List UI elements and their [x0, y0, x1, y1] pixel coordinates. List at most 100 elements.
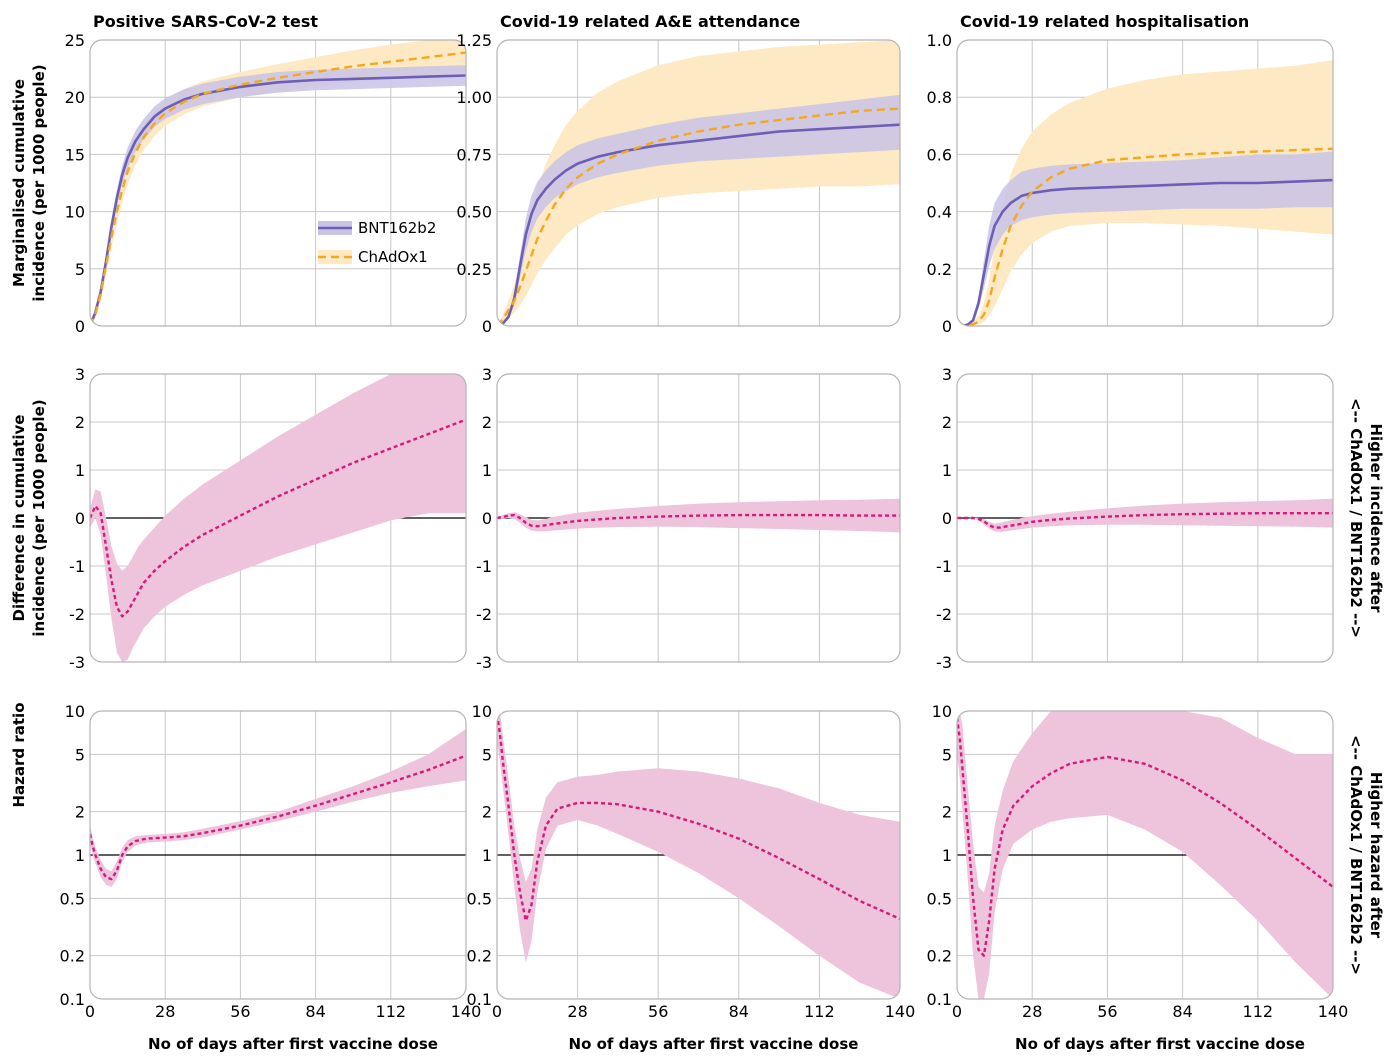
- y-tick-label: -3: [69, 653, 85, 672]
- panel-frame: [496, 710, 901, 1000]
- y-tick-label: 5: [75, 745, 85, 764]
- ci-band-difference: [957, 711, 1333, 999]
- y-tick-label: 2: [942, 413, 952, 432]
- y-tick-label: 2: [942, 803, 952, 822]
- panel-cumulative-positive-test: 0 5 10 15 20 25: [65, 31, 467, 336]
- y-tick-label: 5: [942, 745, 952, 764]
- series-line-estimate: [90, 754, 466, 881]
- y-tick-label: 0: [942, 317, 952, 336]
- panel-cumulative-hospitalisation: 0 0.2 0.4 0.6 0.8 1.0: [927, 31, 1334, 336]
- y-tick-label: 15: [65, 145, 85, 164]
- y-tick-label: 1: [942, 846, 952, 865]
- x-tick-label: 56: [230, 1002, 250, 1021]
- y-tick-label: 3: [75, 365, 85, 384]
- y-tick-label: 0: [482, 317, 492, 336]
- panel-frame: [496, 373, 901, 663]
- plot-area: [497, 40, 900, 326]
- series-line-estimate: [90, 418, 466, 618]
- right-side-label: <-- ChAdOx1 / BNT162b2 -->: [1347, 735, 1365, 975]
- y-tick-label: 0.5: [927, 889, 952, 908]
- panel-frame: [956, 710, 1334, 1000]
- series-line-estimate: [497, 513, 900, 528]
- x-axis-label: No of days after first vaccine dose: [1015, 1035, 1305, 1053]
- plot-area: [957, 498, 1333, 532]
- y-tick-label: 2: [482, 803, 492, 822]
- panel-hazard-ratio-positive-test: 0.1 0.2 0.5 1 2 5 10 0 28 56 84 112 140: [60, 702, 482, 1021]
- y-tick-label: 1: [75, 461, 85, 480]
- row-ylabel: incidence (per 1000 people): [30, 64, 48, 301]
- series-line-chadox1: [497, 107, 900, 326]
- x-tick-label: 56: [1097, 1002, 1117, 1021]
- x-tick-label: 112: [804, 1002, 835, 1021]
- panel-frame: [89, 373, 467, 663]
- y-tick-label: 0.6: [927, 145, 952, 164]
- y-tick-label: 3: [482, 365, 492, 384]
- series-line-chadox1: [957, 147, 1333, 326]
- y-tick-label: 0.75: [456, 145, 492, 164]
- plot-area: [957, 60, 1333, 326]
- ci-band-bnt162b2: [497, 94, 900, 326]
- ci-band-bnt162b2: [957, 151, 1333, 326]
- series-line-chadox1: [90, 51, 466, 326]
- y-tick-label: 0.50: [456, 203, 492, 222]
- panel-frame: [956, 373, 1334, 663]
- y-tick-label: 2: [482, 413, 492, 432]
- x-tick-label: 0: [952, 1002, 962, 1021]
- y-tick-label: -2: [476, 605, 492, 624]
- plot-area: [90, 729, 466, 887]
- y-tick-label: 1.00: [456, 88, 492, 107]
- y-tick-label: 0: [482, 509, 492, 528]
- x-tick-label: 140: [1318, 1002, 1349, 1021]
- y-tick-label: 1: [75, 846, 85, 865]
- y-tick-label: 1.25: [456, 31, 492, 50]
- y-tick-label: 5: [75, 260, 85, 279]
- series-line-estimate: [497, 714, 900, 922]
- panel-difference-positive-test: -3 -2 -1 0 1 2 3: [69, 365, 467, 672]
- y-tick-label: 1: [482, 846, 492, 865]
- panel-difference-hospitalisation: -3 -2 -1 0 1 2 3: [936, 365, 1334, 672]
- y-tick-label: 0: [75, 317, 85, 336]
- panel-frame: [496, 39, 901, 327]
- plot-area: [957, 711, 1333, 999]
- panel-difference-ae: -3 -2 -1 0 1 2 3: [476, 365, 901, 672]
- x-axis-label: No of days after first vaccine dose: [148, 1035, 438, 1053]
- column-title-1: Positive SARS-CoV-2 test: [93, 12, 318, 31]
- ci-band-bnt162b2: [90, 65, 466, 326]
- x-tick-label: 28: [155, 1002, 175, 1021]
- series-line-estimate: [957, 717, 1333, 957]
- legend-label-chadox1: ChAdOx1: [358, 248, 428, 266]
- y-tick-label: -2: [69, 605, 85, 624]
- y-tick-label: 0.25: [456, 260, 492, 279]
- y-tick-label: -2: [936, 605, 952, 624]
- plot-area: [497, 711, 900, 999]
- legend-label-bnt162b2: BNT162b2: [358, 219, 436, 237]
- y-tick-label: 0.4: [927, 203, 952, 222]
- y-tick-label: 0.2: [927, 260, 952, 279]
- x-tick-label: 84: [729, 1002, 749, 1021]
- series-line-bnt162b2: [90, 74, 466, 326]
- series-line-bnt162b2: [497, 123, 900, 326]
- ci-band-difference: [497, 711, 900, 999]
- row-ylabel: Difference in cumulative: [10, 415, 28, 622]
- y-tick-label: 0: [942, 509, 952, 528]
- legend: BNT162b2 ChAdOx1: [318, 219, 436, 266]
- y-tick-label: 1: [942, 461, 952, 480]
- row-ylabel: Marginalised cumulative: [10, 79, 28, 287]
- y-tick-label: 2: [75, 413, 85, 432]
- y-tick-label: 1.0: [927, 31, 952, 50]
- x-tick-label: 112: [1243, 1002, 1274, 1021]
- y-tick-label: 10: [65, 203, 85, 222]
- y-tick-label: -3: [936, 653, 952, 672]
- y-tick-label: 20: [65, 88, 85, 107]
- y-tick-label: 0.1: [60, 990, 85, 1009]
- x-tick-label: 28: [1022, 1002, 1042, 1021]
- x-axis-label: No of days after first vaccine dose: [569, 1035, 859, 1053]
- y-tick-label: 0.2: [927, 947, 952, 966]
- series-line-estimate: [957, 512, 1333, 529]
- x-tick-label: 84: [1172, 1002, 1192, 1021]
- y-tick-label: 25: [65, 31, 85, 50]
- x-tick-label: 0: [492, 1002, 502, 1021]
- y-tick-label: -3: [476, 653, 492, 672]
- x-tick-label: 112: [376, 1002, 407, 1021]
